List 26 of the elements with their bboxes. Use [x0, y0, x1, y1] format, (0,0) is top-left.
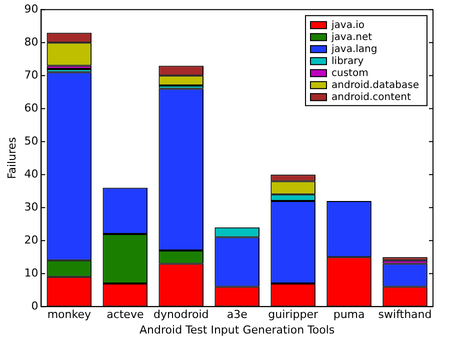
x-tick-label: swifthand	[378, 308, 432, 322]
x-tick-label: guiripper	[268, 308, 318, 322]
y-tick-label: 0	[31, 299, 38, 312]
legend-label: android.content	[332, 92, 412, 104]
y-tick-label: 50	[24, 134, 38, 148]
y-tick-label: 10	[24, 266, 38, 280]
y-axis-title: Failures	[5, 136, 18, 180]
y-tick-label: 20	[24, 233, 38, 246]
legend-label: library	[332, 56, 364, 68]
x-tick-label: monkey	[47, 308, 92, 322]
legend-label: java.lang	[330, 44, 378, 56]
y-tick-label: 90	[24, 2, 38, 16]
x-tick-label: acteve	[106, 308, 144, 322]
y-tick-label: 30	[24, 200, 38, 214]
y-tick-label: 80	[24, 35, 38, 48]
y-tick-label: 60	[24, 101, 38, 114]
y-tick-label: 70	[24, 68, 38, 82]
x-axis-title: Android Test Input Generation Tools	[140, 323, 335, 336]
legend-label: java.net	[330, 32, 372, 44]
x-tick-label: dynodroid	[154, 308, 209, 322]
x-tick-label: a3e	[226, 308, 248, 322]
x-tick-label: puma	[333, 308, 365, 322]
legend-label: java.io	[330, 20, 365, 32]
legend-label: custom	[332, 68, 368, 80]
y-tick-label: 40	[24, 167, 38, 180]
legend-label: android.database	[332, 80, 420, 92]
